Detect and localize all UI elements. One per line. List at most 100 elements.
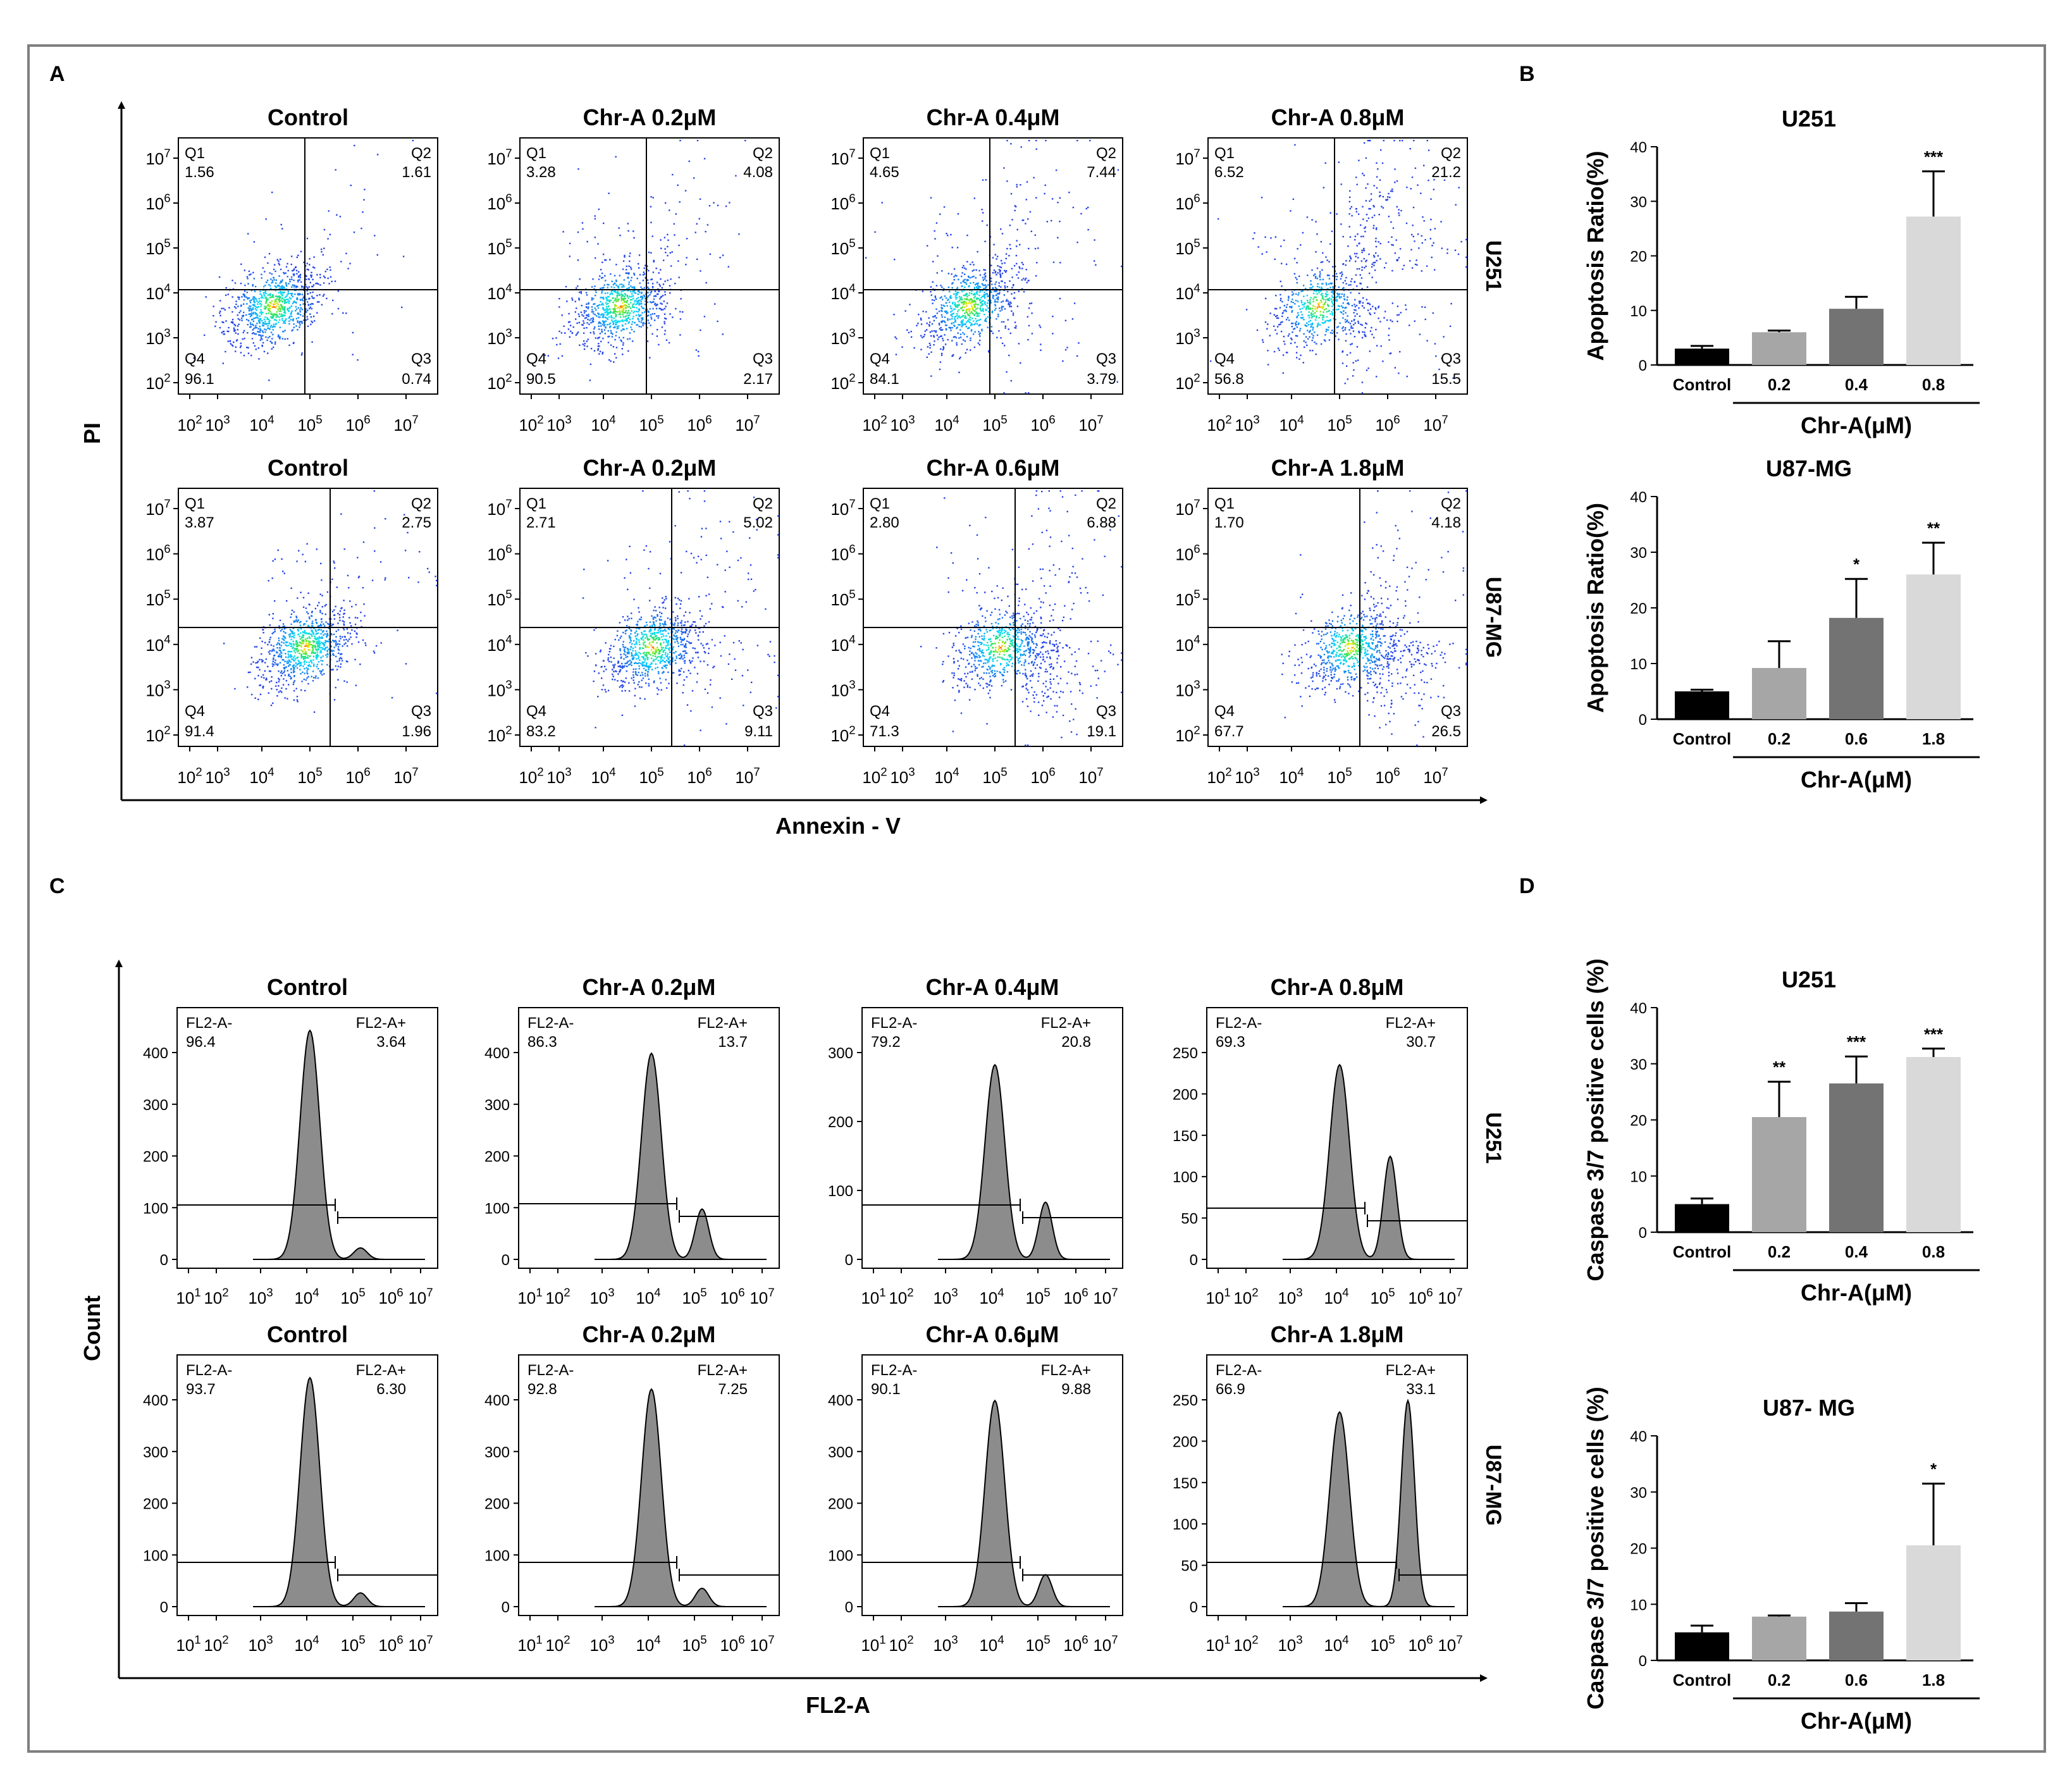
event-dot xyxy=(938,337,939,338)
event-dot xyxy=(728,266,729,268)
event-dot xyxy=(302,665,304,667)
event-dot xyxy=(271,645,272,646)
event-dot xyxy=(288,674,290,675)
event-dot xyxy=(614,275,615,276)
event-dot xyxy=(1372,306,1373,307)
event-dot xyxy=(354,145,355,146)
event-dot xyxy=(244,330,245,331)
event-dot xyxy=(966,235,968,236)
event-dot xyxy=(569,243,570,244)
event-dot xyxy=(595,337,596,338)
event-dot xyxy=(286,299,287,300)
event-dot xyxy=(620,316,621,318)
event-dot xyxy=(942,346,944,347)
event-dot xyxy=(1362,266,1363,268)
event-dot xyxy=(262,324,263,326)
event-dot xyxy=(1361,277,1362,278)
tick-base: 10 xyxy=(145,590,164,609)
event-dot xyxy=(964,268,965,269)
event-dot xyxy=(992,272,994,273)
event-dot xyxy=(996,318,997,319)
event-dot xyxy=(1032,333,1033,334)
event-dot xyxy=(1383,196,1384,197)
event-dot xyxy=(264,297,266,299)
event-dot xyxy=(1419,334,1421,335)
event-dot xyxy=(338,308,339,309)
event-dot xyxy=(977,320,978,321)
event-dot xyxy=(1008,300,1009,302)
event-dot xyxy=(624,255,625,256)
event-dot xyxy=(1388,193,1389,194)
event-dot xyxy=(280,650,281,651)
event-dot xyxy=(297,312,299,314)
event-dot xyxy=(977,307,978,309)
event-dot xyxy=(338,290,339,292)
event-dot xyxy=(615,298,616,299)
figure: A BC DAnnexin - VPIControlQ11.56Q21.61Q30.… xyxy=(0,0,2072,1773)
event-dot xyxy=(1016,184,1018,185)
tick-base: 10 xyxy=(1235,416,1253,435)
event-dot xyxy=(1350,327,1352,328)
event-dot xyxy=(290,672,292,673)
event-dot xyxy=(929,343,930,344)
event-dot xyxy=(585,311,586,312)
event-dot xyxy=(1367,309,1369,311)
event-dot xyxy=(292,293,293,294)
log-tick-label: 106 xyxy=(345,765,370,787)
event-dot xyxy=(1391,237,1392,238)
event-dot xyxy=(1095,264,1096,266)
event-dot xyxy=(941,335,942,337)
event-dot xyxy=(261,297,262,298)
event-dot xyxy=(204,335,205,336)
event-dot xyxy=(624,305,625,306)
event-dot xyxy=(1018,277,1019,278)
event-dot xyxy=(950,306,951,307)
event-dot xyxy=(321,249,322,250)
event-dot xyxy=(1023,291,1025,292)
event-dot xyxy=(598,314,600,315)
event-dot xyxy=(652,286,653,287)
event-dot xyxy=(635,292,636,293)
event-dot xyxy=(658,629,659,631)
event-dot xyxy=(334,618,335,619)
event-dot xyxy=(1035,235,1036,236)
event-dot xyxy=(240,343,242,344)
event-dot xyxy=(641,312,643,313)
event-dot xyxy=(1291,301,1292,302)
event-dot xyxy=(285,338,286,340)
tick-exponent: 6 xyxy=(1393,412,1400,426)
event-dot xyxy=(338,646,339,647)
event-dot xyxy=(583,324,584,326)
event-dot xyxy=(256,309,257,311)
event-dot xyxy=(258,347,259,349)
event-dot xyxy=(623,286,624,287)
event-dot xyxy=(280,308,281,309)
event-dot xyxy=(613,308,614,309)
event-dot xyxy=(964,317,965,318)
event-dot xyxy=(651,302,652,303)
event-dot xyxy=(294,293,295,295)
event-dot xyxy=(977,314,978,316)
event-dot xyxy=(334,699,335,700)
event-dot xyxy=(276,286,277,287)
event-dot xyxy=(277,316,278,317)
event-dot xyxy=(284,307,285,309)
event-dot xyxy=(294,648,295,649)
event-dot xyxy=(1280,324,1281,325)
event-dot xyxy=(318,638,319,639)
event-dot xyxy=(272,306,273,307)
event-dot xyxy=(624,279,625,280)
event-dot xyxy=(271,342,273,343)
event-dot xyxy=(317,650,318,651)
event-dot xyxy=(953,309,954,310)
event-dot xyxy=(663,300,665,302)
event-dot xyxy=(644,287,645,288)
event-dot xyxy=(979,300,980,301)
event-dot xyxy=(293,675,295,676)
event-dot xyxy=(1319,271,1321,273)
event-dot xyxy=(359,576,360,577)
event-dot xyxy=(670,252,671,254)
event-dot xyxy=(954,279,955,280)
event-dot xyxy=(946,311,947,312)
event-dot xyxy=(648,568,649,569)
